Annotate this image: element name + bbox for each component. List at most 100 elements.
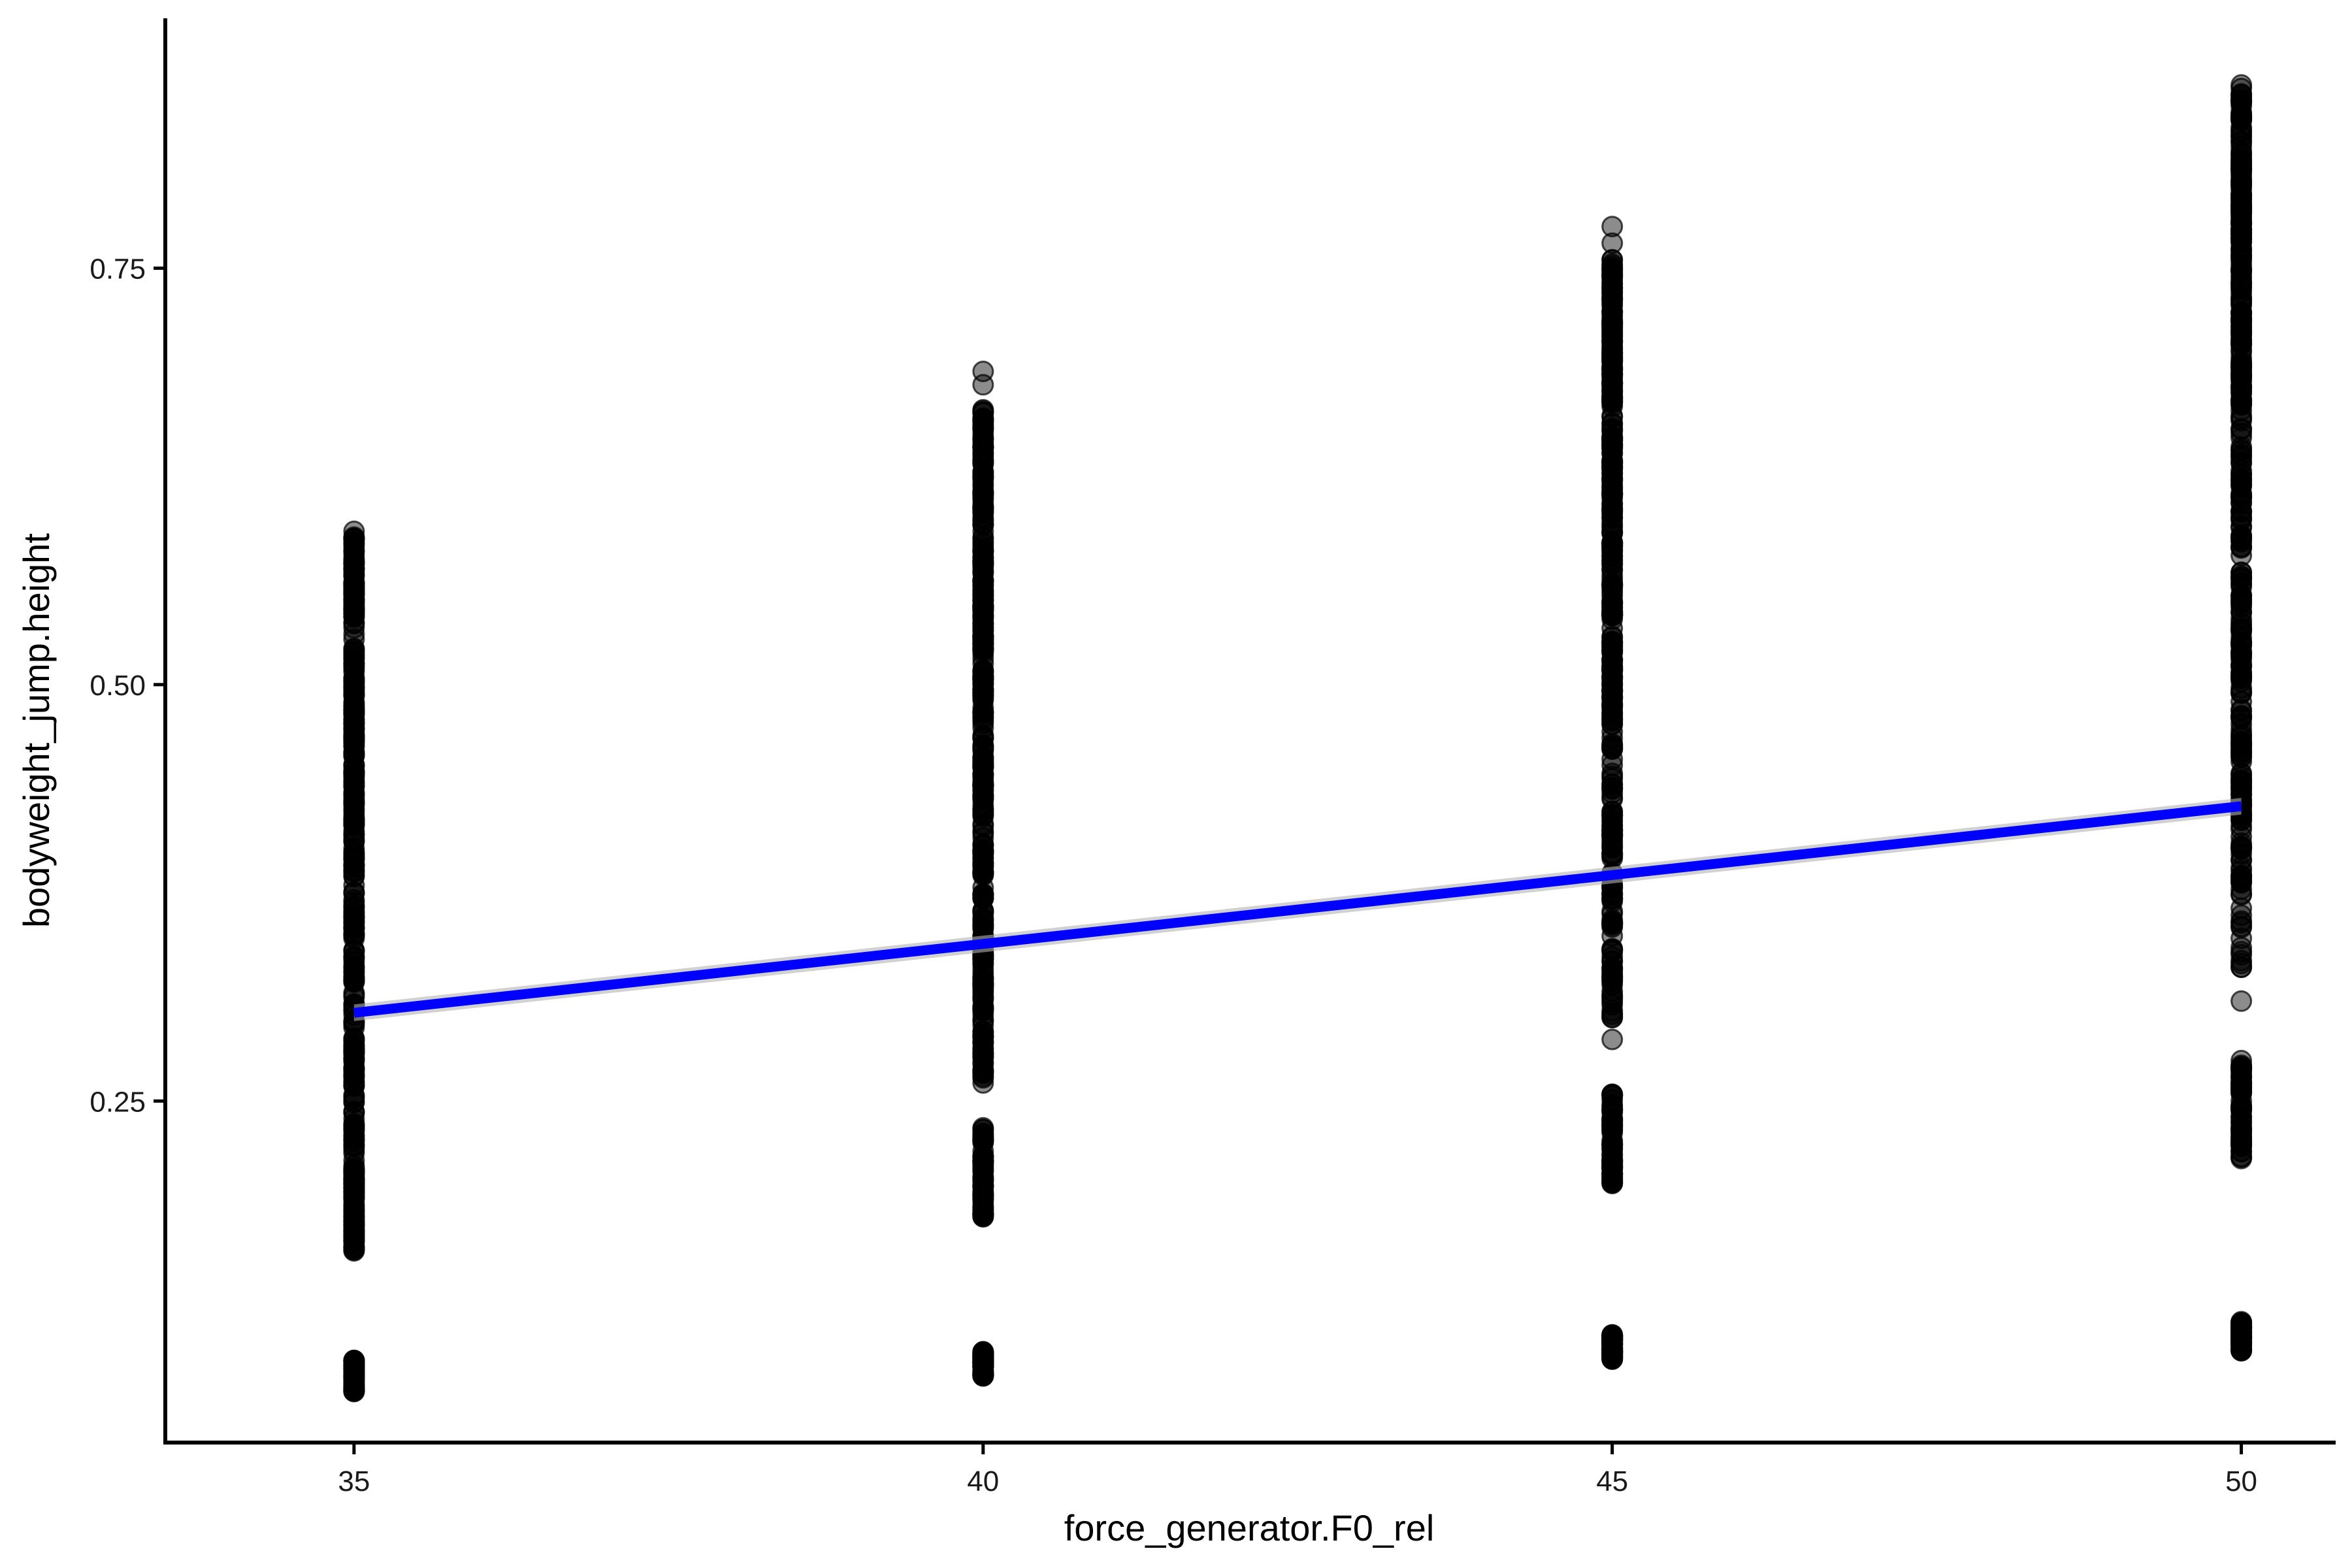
data-point — [343, 1142, 365, 1164]
data-point — [972, 1191, 994, 1213]
data-point — [2230, 956, 2253, 978]
data-point — [2230, 837, 2253, 859]
data-point — [343, 898, 365, 920]
data-point — [972, 1060, 994, 1083]
data-points — [343, 74, 2253, 1403]
data-point — [2230, 394, 2253, 416]
data-point — [343, 1084, 365, 1106]
data-point — [1601, 958, 1624, 980]
data-point — [1601, 773, 1624, 795]
data-point — [2230, 320, 2253, 342]
data-point — [1601, 317, 1624, 339]
data-point — [343, 658, 365, 680]
data-point — [2230, 463, 2253, 485]
data-point — [2230, 363, 2253, 385]
data-point — [972, 443, 994, 465]
data-point — [2230, 107, 2253, 129]
data-point — [1601, 911, 1624, 933]
data-point — [1601, 512, 1624, 534]
data-point — [972, 550, 994, 572]
data-point — [2230, 705, 2253, 727]
data-point — [972, 399, 994, 421]
data-point — [343, 792, 365, 815]
data-point — [1601, 433, 1624, 455]
data-point — [1601, 1000, 1624, 1022]
data-point — [1601, 666, 1624, 688]
data-point — [1601, 754, 1624, 776]
data-point — [2230, 1134, 2253, 1156]
data-point — [1601, 604, 1624, 626]
data-point — [343, 1036, 365, 1058]
data-point — [972, 629, 994, 651]
data-point — [972, 774, 994, 796]
data-point — [2230, 1059, 2253, 1081]
data-point — [343, 520, 365, 542]
data-point — [343, 965, 365, 987]
data-point — [1601, 414, 1624, 436]
data-point — [972, 1026, 994, 1048]
data-point — [2230, 619, 2253, 641]
data-point — [972, 968, 994, 990]
data-point — [1601, 706, 1624, 728]
data-point — [1601, 638, 1624, 661]
data-point — [972, 589, 994, 612]
data-point — [343, 623, 365, 645]
data-point — [972, 952, 994, 974]
data-point — [2230, 174, 2253, 197]
data-point — [972, 913, 994, 936]
data-point — [972, 407, 994, 429]
data-point — [972, 884, 994, 906]
data-point — [972, 724, 994, 746]
data-point — [2230, 640, 2253, 662]
data-point — [343, 1120, 365, 1143]
data-point — [972, 661, 994, 683]
data-point — [972, 436, 994, 459]
data-point — [343, 820, 365, 842]
data-point — [343, 557, 365, 579]
data-point — [972, 484, 994, 506]
data-point — [972, 1202, 994, 1224]
data-point — [972, 975, 994, 998]
data-point — [1601, 1134, 1624, 1156]
data-point — [972, 1021, 994, 1043]
data-point — [343, 856, 365, 878]
data-point — [343, 584, 365, 606]
data-point — [2230, 219, 2253, 241]
data-point — [972, 702, 994, 724]
data-point — [2230, 1320, 2253, 1343]
data-point — [1601, 830, 1624, 853]
data-point — [2230, 1339, 2253, 1361]
data-point — [972, 665, 994, 687]
data-point — [972, 374, 994, 396]
data-point — [343, 771, 365, 793]
data-point — [2230, 338, 2253, 361]
data-point — [1601, 1338, 1624, 1360]
data-point — [343, 923, 365, 945]
data-point — [2230, 734, 2253, 756]
data-point — [972, 598, 994, 620]
data-point — [343, 685, 365, 706]
data-point — [2230, 666, 2253, 689]
data-point — [343, 696, 365, 718]
data-point — [343, 797, 365, 819]
data-point — [343, 589, 365, 612]
data-point — [1601, 387, 1624, 409]
data-point — [972, 857, 994, 879]
data-point — [1601, 1084, 1624, 1106]
data-point — [1601, 493, 1624, 515]
data-point — [1601, 249, 1624, 271]
data-point — [972, 826, 994, 849]
data-point — [972, 1151, 994, 1173]
y-axis-title: bodyweight_jump.height — [16, 533, 57, 928]
data-point — [972, 521, 994, 543]
data-point — [2230, 771, 2253, 793]
data-point — [1601, 216, 1624, 238]
data-point — [343, 1169, 365, 1191]
data-point — [343, 1188, 365, 1210]
data-point — [2230, 272, 2253, 295]
x-tick-label: 50 — [2225, 1465, 2257, 1497]
data-point — [343, 1048, 365, 1070]
data-point — [343, 765, 365, 787]
data-point — [1601, 748, 1624, 770]
data-point — [972, 862, 994, 884]
